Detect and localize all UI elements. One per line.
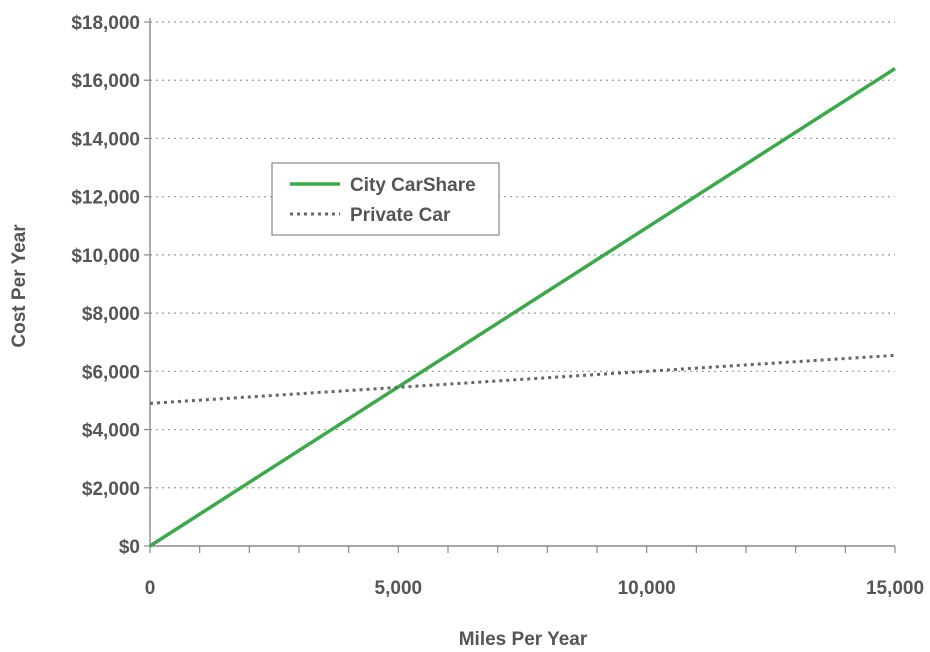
y-tick-label: $2,000 [82,479,140,500]
x-tick-label: 10,000 [618,578,676,599]
x-tick-label: 5,000 [375,578,423,599]
y-tick-label: $16,000 [71,71,140,92]
y-tick-label: $0 [119,537,140,558]
y-tick-label: $4,000 [82,421,140,442]
series-lines [149,67,896,548]
tick-labels: $0 $2,000 $4,000 $6,000 $8,000 $10,000 $12,000… [71,13,924,599]
y-tick-label: $6,000 [82,362,140,383]
x-axis-title: Miles Per Year [459,629,588,650]
legend-label-private-car: Private Car [350,205,451,226]
legend-label-city-carshare: City CarShare [350,175,476,196]
y-tick-label: $18,000 [71,13,140,34]
gridlines [150,21,895,489]
y-tick-label: $10,000 [71,246,140,267]
y-tick-label: $12,000 [71,188,140,209]
legend: City CarShare Private Car [271,162,500,236]
x-tick-label: 15,000 [866,578,924,599]
legend-box [271,162,500,236]
y-tick-label: $8,000 [82,304,140,325]
y-axis-title: Cost Per Year [9,224,30,348]
private-car-line [149,353,896,405]
city-carshare-line [149,67,896,548]
y-tick-label: $14,000 [71,129,140,150]
axes [144,18,896,553]
x-tick-label: 0 [145,578,156,599]
